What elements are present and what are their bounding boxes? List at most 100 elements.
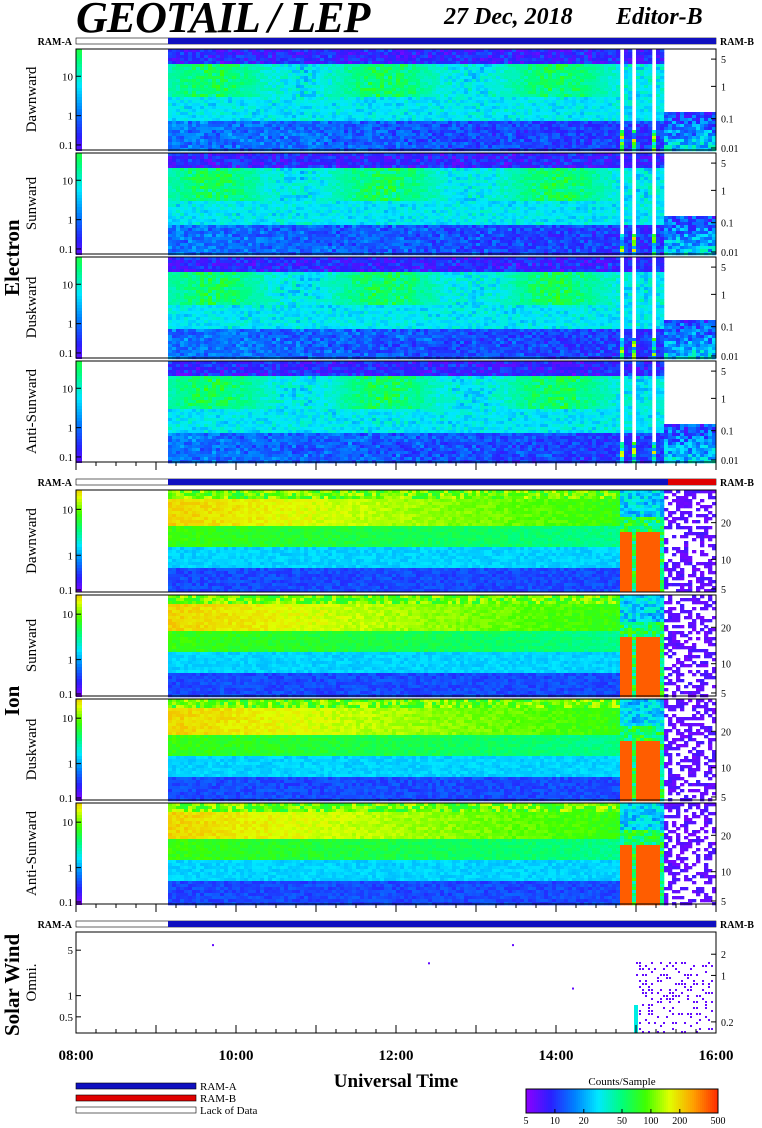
calibration-cell	[76, 174, 82, 177]
spectrogram-cell	[220, 49, 225, 53]
spectrogram-cell	[240, 145, 245, 149]
spectrogram-cell	[252, 49, 257, 53]
spectrogram-cell	[188, 94, 193, 98]
spectrogram-cell	[320, 94, 325, 98]
spectrogram-cell	[272, 58, 277, 62]
spectrogram-cell	[468, 100, 473, 104]
spectrogram-cell	[292, 106, 297, 110]
spectrogram-cell	[476, 112, 481, 116]
spectrogram-cell	[500, 109, 505, 113]
spectrogram-cell	[464, 106, 469, 110]
spectrogram-cell	[648, 106, 653, 110]
spectrogram-cell	[188, 103, 193, 107]
spectrogram-cell	[372, 82, 377, 86]
spectrogram-cell	[200, 124, 205, 128]
spectrogram-cell	[572, 79, 577, 83]
spectrogram-cell	[396, 109, 401, 113]
spectrogram-cell	[264, 58, 269, 62]
spectrogram-cell	[480, 109, 485, 113]
spectrogram-cell	[176, 162, 181, 166]
spectrogram-cell	[180, 207, 185, 211]
spectrogram-cell	[400, 52, 405, 56]
spectrogram-cell	[284, 91, 289, 95]
spectrogram-cell	[216, 195, 221, 199]
spectrogram-cell	[408, 145, 413, 149]
spectrogram-cell	[336, 145, 341, 149]
spectrogram-cell	[448, 61, 453, 65]
spectrogram-cell	[360, 61, 365, 65]
spectrogram-cell	[388, 145, 393, 149]
spectrogram-cell	[520, 136, 525, 140]
spectrogram-cell	[472, 109, 477, 113]
spectrogram-cell	[444, 106, 449, 110]
spectrogram-cell	[472, 145, 477, 149]
spectrogram-cell	[272, 67, 277, 71]
spectrogram-cell	[508, 88, 513, 92]
spectrogram-cell	[460, 133, 465, 137]
spectrogram-cell	[200, 52, 205, 56]
spectrogram-cell	[172, 94, 177, 98]
spectrogram-cell	[196, 162, 201, 166]
spectrogram-cell	[448, 79, 453, 83]
spectrogram-cell	[640, 91, 645, 95]
spectrogram-cell	[448, 49, 453, 53]
spectrogram-cell	[336, 136, 341, 140]
spectrogram-cell	[384, 109, 389, 113]
spectrogram-cell	[644, 145, 649, 149]
spectrogram-cell	[204, 153, 209, 157]
spectrogram-cell	[396, 106, 401, 110]
spectrogram-cell	[640, 67, 645, 71]
spectrogram-cell	[424, 70, 429, 74]
spectrogram-cell	[568, 52, 573, 56]
spectrogram-cell	[396, 124, 401, 128]
spectrogram-cell	[272, 130, 277, 134]
spectrogram-cell	[224, 73, 229, 77]
spectrogram-cell	[360, 97, 365, 101]
spectrogram-cell	[240, 97, 245, 101]
spectrogram-cell	[232, 97, 237, 101]
spectrogram-cell	[600, 61, 605, 65]
spectrogram-cell	[224, 237, 229, 241]
spectrogram-cell	[328, 73, 333, 77]
spectrogram-cell	[288, 82, 293, 86]
spectrogram-cell	[236, 79, 241, 83]
spectrogram-cell	[248, 58, 253, 62]
spectrogram-cell	[536, 112, 541, 116]
spectrogram-cell	[316, 94, 321, 98]
spectrogram-cell	[216, 216, 221, 220]
spectrogram-cell	[612, 61, 617, 65]
spectrogram-cell	[208, 103, 213, 107]
spectrogram-cell	[640, 145, 645, 149]
spectrogram-cell	[256, 109, 261, 113]
spectrogram-cell	[480, 124, 485, 128]
spectrogram-cell	[252, 76, 257, 80]
spectrogram-cell	[616, 88, 621, 92]
spectrogram-cell	[608, 85, 613, 89]
spectrogram-cell	[464, 64, 469, 68]
spectrogram-cell	[252, 94, 257, 98]
spectrogram-cell	[332, 52, 337, 56]
spectrogram-cell	[532, 121, 537, 125]
spectrogram-cell	[196, 192, 201, 196]
spectrogram-cell	[312, 115, 317, 119]
spectrogram-cell	[168, 216, 173, 220]
spectrogram-cell	[192, 64, 197, 68]
spectrogram-cell	[224, 192, 229, 196]
spectrogram-cell	[544, 58, 549, 62]
spectrogram-cell	[348, 97, 353, 101]
spectrogram-cell	[604, 73, 609, 77]
spectrogram-cell	[224, 165, 229, 169]
spectrogram-cell	[184, 153, 189, 157]
spectrogram-cell	[532, 118, 537, 122]
spectrogram-cell	[232, 174, 237, 178]
spectrogram-cell	[396, 58, 401, 62]
spectrogram-cell	[180, 76, 185, 80]
spectrogram-cell	[348, 55, 353, 59]
spectrogram-cell	[208, 94, 213, 98]
spectrogram-cell	[188, 222, 193, 226]
spectrogram-cell	[172, 231, 177, 235]
spectrogram-cell	[708, 115, 713, 119]
spectrogram-cell	[532, 70, 537, 74]
spectrogram-cell	[208, 79, 213, 83]
spectrogram-cell	[532, 94, 537, 98]
